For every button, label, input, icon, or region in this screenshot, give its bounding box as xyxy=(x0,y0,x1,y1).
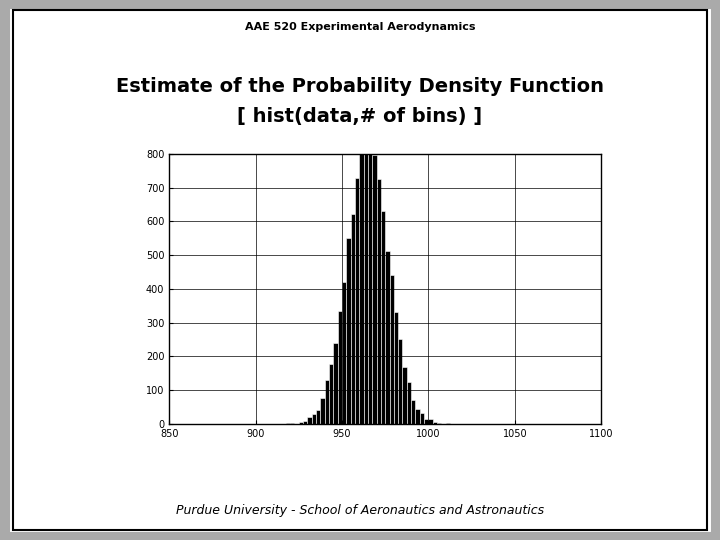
Bar xyxy=(368,145,372,424)
Bar xyxy=(424,419,428,424)
Bar xyxy=(381,211,385,424)
Bar xyxy=(415,409,420,424)
Bar xyxy=(411,400,415,424)
Bar xyxy=(372,156,377,424)
Bar xyxy=(329,364,333,424)
Bar xyxy=(433,422,437,424)
Bar xyxy=(303,421,307,424)
Text: Estimate of the Probability Density Function: Estimate of the Probability Density Func… xyxy=(116,77,604,96)
Bar xyxy=(346,238,351,424)
Bar xyxy=(359,152,364,424)
Bar xyxy=(338,310,342,424)
Bar xyxy=(394,312,398,424)
Bar xyxy=(316,410,320,424)
Bar xyxy=(320,397,325,424)
Bar xyxy=(364,149,368,424)
Bar xyxy=(377,179,381,424)
Bar xyxy=(420,414,424,424)
Text: Purdue University - School of Aeronautics and Astronautics: Purdue University - School of Aeronautic… xyxy=(176,504,544,517)
Bar xyxy=(437,423,441,424)
Bar xyxy=(325,380,329,424)
Bar xyxy=(355,178,359,424)
Bar xyxy=(351,214,355,424)
Text: AAE 520 Experimental Aerodynamics: AAE 520 Experimental Aerodynamics xyxy=(245,22,475,32)
Text: [ hist(data,# of bins) ]: [ hist(data,# of bins) ] xyxy=(238,106,482,126)
Bar xyxy=(407,382,411,424)
Bar xyxy=(428,419,433,424)
Bar xyxy=(299,422,303,424)
Bar xyxy=(446,423,450,424)
Bar xyxy=(307,417,312,424)
Bar xyxy=(312,415,316,424)
Bar xyxy=(290,423,294,424)
Bar xyxy=(385,251,390,424)
Bar xyxy=(398,339,402,424)
Bar xyxy=(402,367,407,424)
Bar xyxy=(286,423,290,424)
Bar xyxy=(342,282,346,424)
Bar xyxy=(390,275,394,424)
Bar xyxy=(333,342,338,424)
